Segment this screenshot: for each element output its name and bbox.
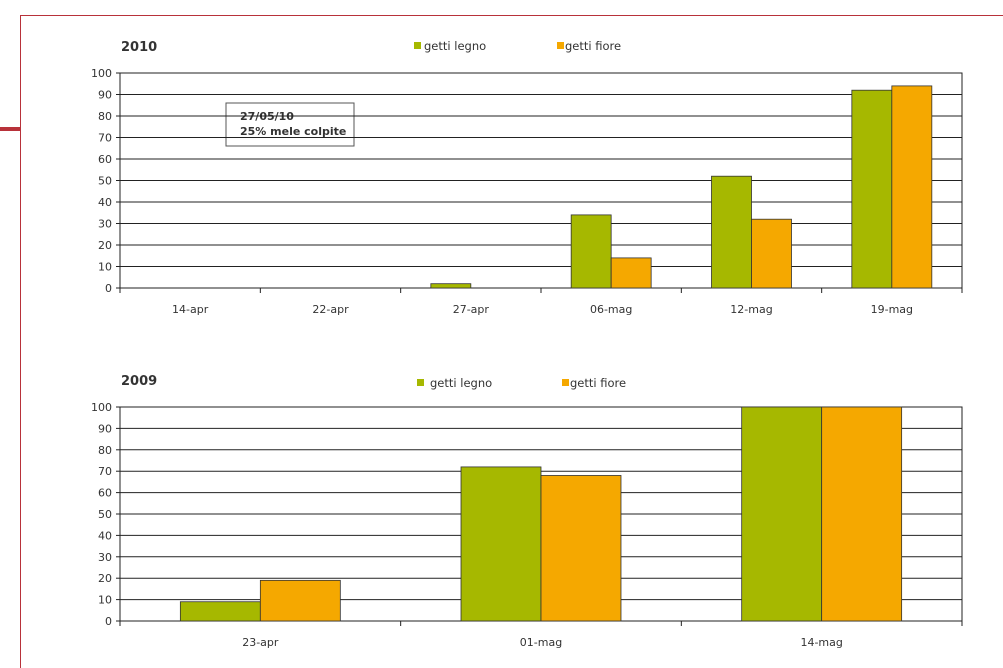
chart-2010-legend-swatch-legno: [414, 42, 421, 49]
chart-2010-bar-fiore: [891, 85, 933, 289]
chart-2010-ytick-label: 100: [91, 67, 112, 80]
chart-2009-bar-fiore: [821, 406, 903, 622]
chart-2009-ytick-label: 0: [105, 615, 112, 628]
chart-2010-bar-legno: [711, 175, 752, 289]
chart-2009-legend-swatch-fiore: [562, 379, 569, 386]
chart-2010-ytick-label: 0: [105, 282, 112, 295]
chart-2009-ytick-label: 30: [98, 551, 112, 564]
chart-2010-xtick-label: 06-mag: [590, 303, 632, 316]
chart-2009-bar-legno: [460, 466, 542, 622]
chart-2010-bar-legno: [851, 89, 893, 289]
chart-2009-bar-legno: [179, 601, 261, 622]
chart-2010-legend-swatch-fiore: [557, 42, 564, 49]
chart-2010-bar-fiore: [751, 218, 792, 289]
chart-2009-ytick-label: 50: [98, 508, 112, 521]
chart-2009-ytick-label: 70: [98, 465, 112, 478]
chart-2010-ytick-label: 70: [98, 132, 112, 145]
chart-2009-ytick-label: 40: [98, 529, 112, 542]
chart-2009-plot: 0 10 20 30 40 50 60 70 80 90 100 23-apr 01-mag 14-mag: [91, 401, 963, 649]
chart-2009-legend-legno: getti legno: [430, 376, 492, 390]
slide-frame: [20, 15, 1003, 668]
chart-2009-bar-fiore: [259, 579, 341, 622]
chart-2010-title: 2010: [121, 40, 157, 55]
chart-2009-xtick-label: 14-mag: [800, 636, 842, 649]
chart-2010-bar-fiore: [610, 257, 652, 289]
chart-2010-bar-legno: [430, 283, 472, 289]
chart-2010-ytick-label: 90: [98, 89, 112, 102]
chart-2010-ytick-label: 60: [98, 153, 112, 166]
chart-2009-legend-fiore: getti fiore: [570, 376, 626, 390]
chart-2010-ytick-label: 30: [98, 218, 112, 231]
chart-2010-ytick-label: 80: [98, 110, 112, 123]
chart-2009-legend-swatch-legno: [417, 379, 424, 386]
chart-2010-xtick-label: 19-mag: [871, 303, 913, 316]
chart-2010-xtick-label: 12-mag: [730, 303, 772, 316]
chart-2009-xtick-label: 23-apr: [242, 636, 279, 649]
chart-2009-title: 2009: [121, 374, 157, 389]
chart-2009-bar-legno: [741, 406, 823, 622]
chart-2010-xtick-label: 14-apr: [172, 303, 209, 316]
chart-2010-ytick-label: 20: [98, 239, 112, 252]
accent-bar: [0, 127, 20, 131]
chart-2010-ytick-label: 10: [98, 261, 112, 274]
chart-2009-ytick-label: 100: [91, 401, 112, 414]
chart-2010-annotation-text: 25% mele colpite: [240, 125, 346, 138]
chart-2010-bar-legno: [570, 214, 612, 289]
chart-2010-annotation-box: [225, 102, 355, 147]
chart-2010-legend-legno: getti legno: [424, 39, 486, 53]
chart-2009-bar-fiore: [540, 475, 622, 622]
chart-2009-ytick-label: 10: [98, 594, 112, 607]
chart-2010-legend-fiore: getti fiore: [565, 39, 621, 53]
chart-2009-xtick-label: 01-mag: [520, 636, 562, 649]
chart-2010-xtick-label: 22-apr: [312, 303, 349, 316]
chart-2009-ytick-label: 20: [98, 572, 112, 585]
chart-2009-ytick-label: 80: [98, 444, 112, 457]
chart-2009-ytick-label: 90: [98, 422, 112, 435]
chart-2009-ytick-label: 60: [98, 487, 112, 500]
chart-2010-xtick-label: 27-apr: [453, 303, 490, 316]
chart-2010-ytick-label: 40: [98, 196, 112, 209]
chart-2010-plot: 0 10 20 30 40 50 60 70 80 90 100 14-apr 22-apr 27-apr…: [91, 67, 963, 316]
chart-2010-ytick-label: 50: [98, 175, 112, 188]
